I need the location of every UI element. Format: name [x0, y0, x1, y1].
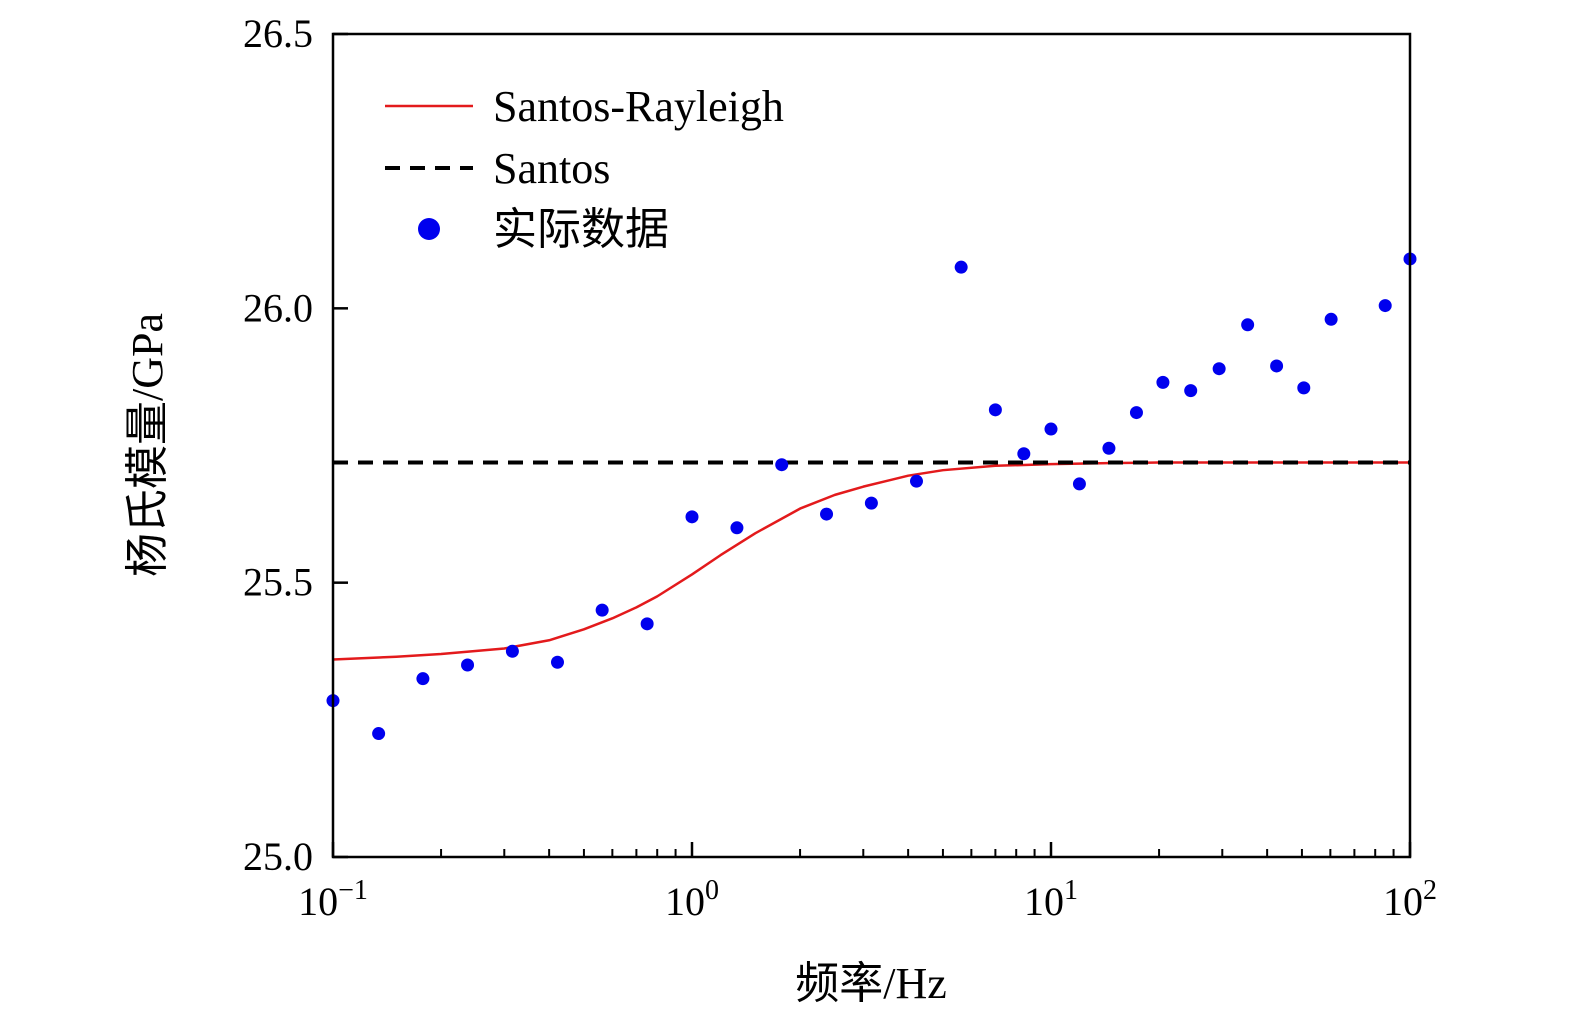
x-tick-label: 100: [665, 875, 719, 924]
legend-label-santos: Santos: [493, 144, 610, 193]
data-point: [775, 458, 789, 472]
x-axis-label: 频率/Hz: [795, 959, 947, 1008]
y-tick-label: 25.5: [243, 560, 313, 605]
data-point: [1270, 359, 1284, 373]
data-point: [730, 521, 744, 535]
data-point: [1378, 299, 1392, 313]
data-point: [505, 644, 519, 658]
data-point: [954, 260, 968, 274]
data-point: [640, 617, 654, 631]
series-line-santos-rayleigh: [333, 461, 1410, 661]
data-point: [416, 672, 430, 686]
y-tick-label: 25.0: [243, 834, 313, 879]
data-point: [550, 655, 564, 669]
data-point: [1072, 477, 1086, 491]
y-ticks: 25.0 25.5 26.0 26.5: [243, 11, 348, 879]
x-ticks: 10−1 100 101 102: [298, 842, 1437, 924]
legend-label-santos-rayleigh: Santos-Rayleigh: [493, 82, 784, 131]
data-point: [1017, 447, 1031, 461]
data-point: [685, 510, 699, 524]
data-point: [461, 658, 475, 672]
x-tick-label: 10−1: [298, 875, 368, 924]
data-point: [1156, 375, 1170, 389]
data-point: [820, 507, 834, 521]
data-point: [1044, 422, 1058, 436]
series-layer: [333, 460, 1410, 661]
y-tick-label: 26.0: [243, 285, 313, 330]
x-tick-label: 101: [1024, 875, 1078, 924]
points-layer: [326, 252, 1417, 741]
data-point: [864, 496, 878, 510]
data-point: [1184, 384, 1198, 398]
plot-frame: [331, 32, 1412, 859]
data-point: [909, 474, 923, 488]
y-tick-label: 26.5: [243, 11, 313, 56]
data-point: [1102, 441, 1116, 455]
data-point: [1212, 362, 1226, 376]
legend: Santos-Rayleigh Santos 实际数据: [385, 82, 784, 254]
data-point: [988, 403, 1002, 417]
y-axis-label: 杨氏模量/GPa: [123, 313, 172, 577]
data-point: [372, 727, 386, 741]
data-point: [1324, 312, 1338, 326]
legend-swatch-data-points: [418, 218, 440, 240]
legend-label-data-points: 实际数据: [493, 205, 669, 254]
data-point: [1129, 406, 1143, 420]
data-point: [1297, 381, 1311, 395]
data-point: [595, 603, 609, 617]
data-point: [1241, 318, 1255, 332]
x-tick-label: 102: [1383, 875, 1437, 924]
